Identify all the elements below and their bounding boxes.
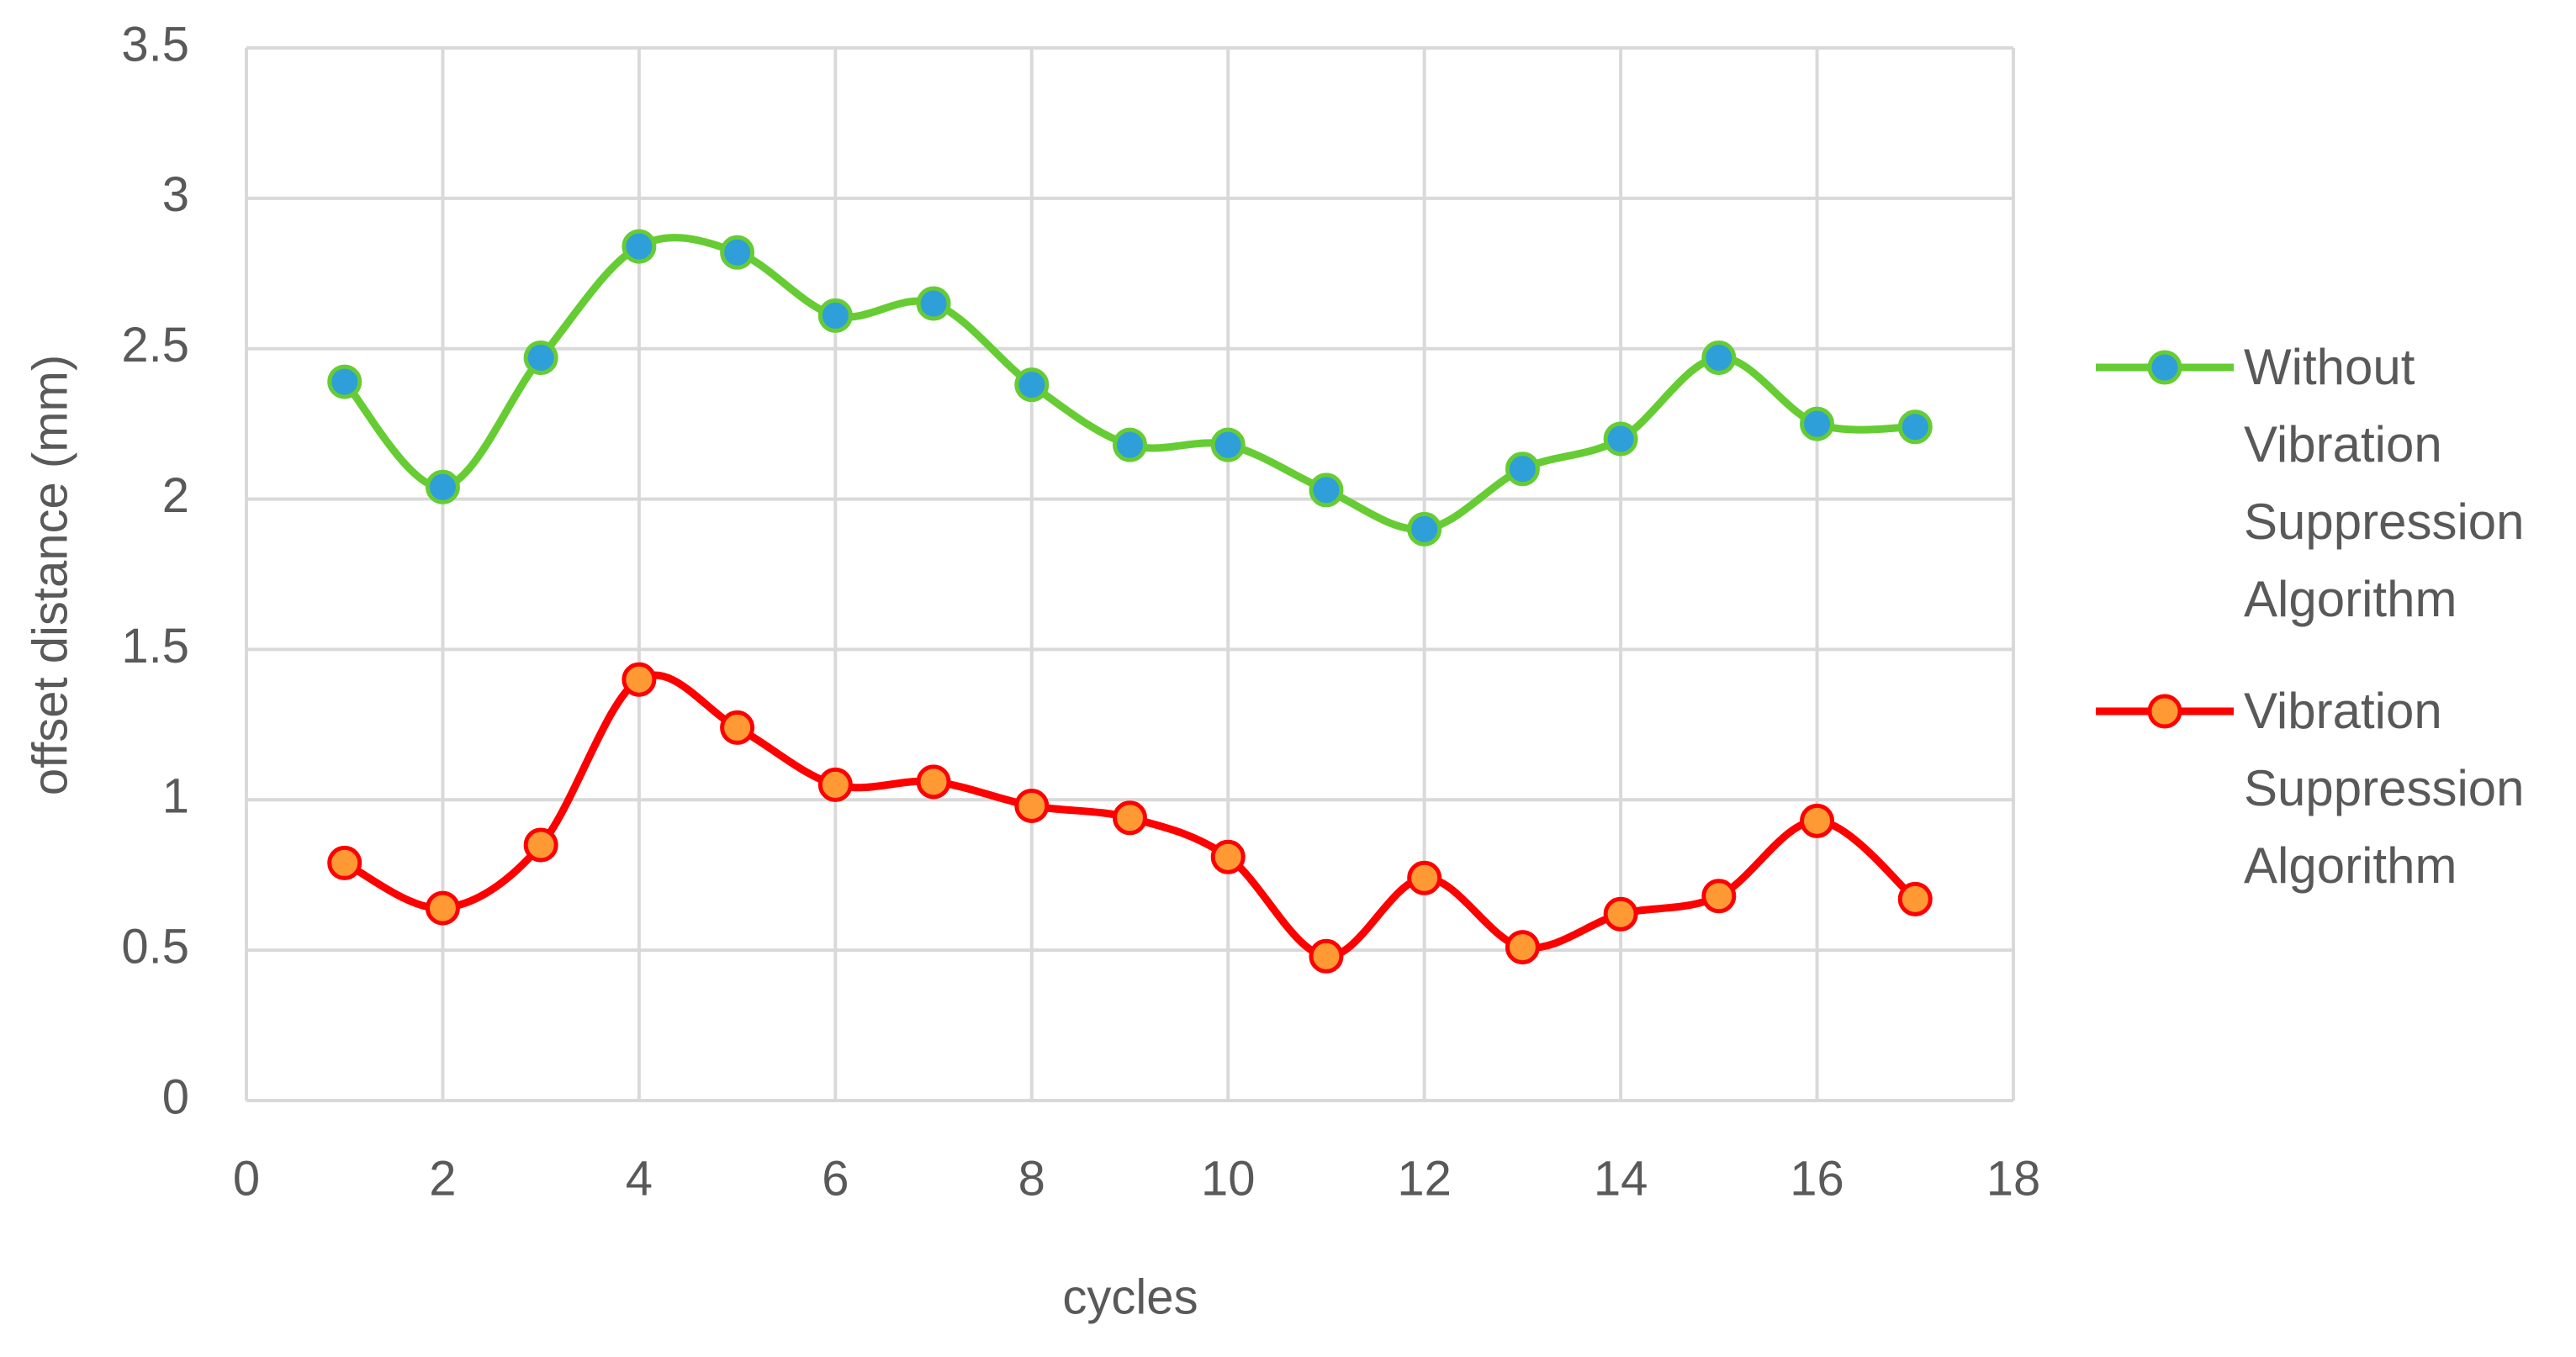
legend-label: Without Vibration Suppression Algorithm [2244, 339, 2525, 627]
data-point [1701, 879, 1737, 914]
data-point [1210, 427, 1246, 462]
data-point [1407, 860, 1442, 895]
data-point [817, 767, 853, 802]
data-point [327, 845, 362, 880]
data-point [817, 298, 853, 333]
data-point [916, 286, 951, 321]
x-tick-label: 18 [1986, 1151, 2041, 1206]
data-point [1113, 800, 1147, 836]
x-tick-label: 12 [1397, 1151, 1452, 1206]
data-point [425, 890, 460, 926]
y-tick-label: 1.5 [121, 619, 189, 673]
data-point [1505, 451, 1540, 487]
data-point [327, 364, 362, 399]
data-point [916, 764, 951, 800]
series-line [341, 234, 1916, 534]
data-point [1014, 788, 1050, 823]
y-tick-label: 2.5 [121, 318, 189, 372]
x-tick-label: 14 [1594, 1151, 1648, 1206]
x-axis-title: cycles [1062, 1270, 1198, 1324]
legend-item: Vibration Suppression Algorithm [2244, 683, 2525, 894]
data-point [1897, 409, 1933, 445]
data-point [1800, 406, 1835, 441]
x-tick-label: 16 [1790, 1151, 1844, 1206]
data-point [1603, 896, 1638, 932]
x-tick-label: 4 [626, 1151, 653, 1206]
data-point [1603, 421, 1638, 457]
data-point [1407, 511, 1442, 546]
y-tick-label: 3 [162, 167, 189, 222]
data-point [1309, 938, 1344, 974]
legend-marker [2147, 694, 2182, 729]
legend-label: Vibration Suppression Algorithm [2244, 683, 2525, 894]
x-tick-label: 0 [233, 1151, 260, 1206]
y-tick-label: 0 [162, 1069, 189, 1124]
x-tick-label: 10 [1201, 1151, 1256, 1206]
data-point [622, 662, 657, 697]
data-point [1309, 473, 1344, 508]
data-point [622, 229, 657, 264]
data-point [523, 827, 558, 863]
data-point [1113, 427, 1147, 462]
x-tick-label: 8 [1018, 1151, 1045, 1206]
x-tick-label: 6 [822, 1151, 849, 1206]
legend-item: Without Vibration Suppression Algorithm [2244, 339, 2525, 627]
data-point [1014, 367, 1050, 403]
data-point [1897, 881, 1933, 916]
data-point [1800, 803, 1835, 838]
data-point [1505, 930, 1540, 965]
y-axis-title: offset distance (mm) [23, 355, 77, 795]
data-point [720, 235, 755, 270]
data-point [1701, 340, 1737, 375]
y-tick-label: 3.5 [121, 17, 189, 71]
data-point [1210, 839, 1246, 874]
y-tick-label: 1 [162, 769, 189, 824]
y-tick-label: 2 [162, 468, 189, 523]
data-point [523, 340, 558, 375]
data-point [425, 469, 460, 504]
legend-marker [2147, 350, 2182, 385]
data-point [720, 710, 755, 745]
y-tick-label: 0.5 [121, 919, 189, 974]
x-tick-label: 2 [429, 1151, 456, 1206]
